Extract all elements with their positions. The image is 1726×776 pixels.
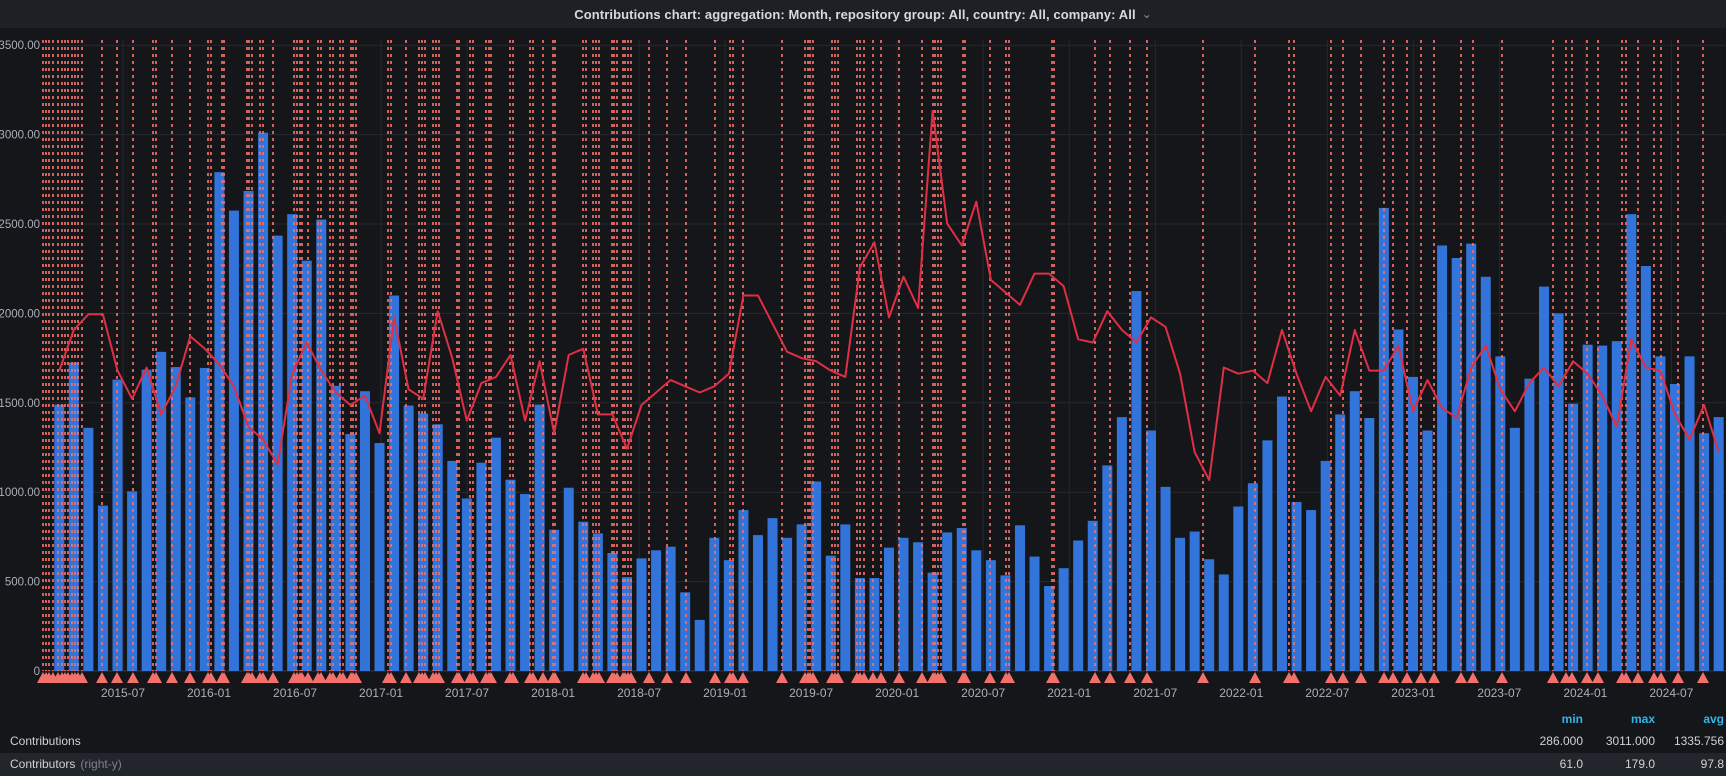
svg-text:2021-07: 2021-07 [1133, 686, 1177, 700]
panel-title: Contributions chart: aggregation: Month,… [574, 6, 1136, 22]
legend-header-min[interactable]: min [1561, 712, 1583, 726]
svg-text:1500.00: 1500.00 [0, 398, 40, 410]
legend-header-max[interactable]: max [1630, 712, 1655, 726]
legend-row-contributors[interactable]: Contributors (right-y) 61.0 179.0 97.8 [0, 753, 1726, 776]
svg-text:3000.00: 3000.00 [0, 130, 40, 142]
svg-text:2015-07: 2015-07 [101, 686, 145, 700]
contributions-chart[interactable]: 3500.00 3000.00 2500.00 2000.00 1500.00 1000.… [0, 0, 1726, 710]
svg-text:2016-07: 2016-07 [273, 686, 317, 700]
legend-max-value: 3011.000 [1605, 734, 1655, 748]
svg-text:500.00: 500.00 [5, 577, 40, 589]
svg-text:2022-07: 2022-07 [1305, 686, 1349, 700]
svg-text:2021-01: 2021-01 [1047, 686, 1091, 700]
x-axis-labels: 2015-07 2016-01 2016-07 2017-01 2017-07 2018-… [101, 686, 1694, 700]
svg-text:2018-01: 2018-01 [531, 686, 575, 700]
legend-row-contributions[interactable]: Contributions 286.000 3011.000 1335.756 [0, 730, 1726, 753]
legend-header-row: min max avg [0, 708, 1726, 730]
svg-text:2023-07: 2023-07 [1477, 686, 1521, 700]
svg-text:2020-01: 2020-01 [875, 686, 919, 700]
svg-text:2017-01: 2017-01 [359, 686, 403, 700]
svg-text:2022-01: 2022-01 [1219, 686, 1263, 700]
legend-min-value: 61.0 [1559, 757, 1583, 771]
legend-series-name: Contributors [10, 757, 76, 771]
svg-text:2024-07: 2024-07 [1649, 686, 1693, 700]
legend-series-label[interactable]: Contributors (right-y) [10, 753, 122, 776]
y-axis-labels: 3500.00 3000.00 2500.00 2000.00 1500.00 1000.… [0, 40, 40, 678]
svg-text:2016-01: 2016-01 [187, 686, 231, 700]
svg-text:2019-01: 2019-01 [703, 686, 747, 700]
svg-text:2017-07: 2017-07 [445, 686, 489, 700]
legend-header-avg[interactable]: avg [1703, 712, 1724, 726]
chevron-down-icon[interactable]: ⌄ [1141, 7, 1152, 21]
contributors-line [58, 109, 1720, 482]
legend-avg-value: 97.8 [1700, 757, 1724, 771]
svg-text:2024-01: 2024-01 [1563, 686, 1607, 700]
legend-avg-value: 1335.756 [1673, 734, 1724, 748]
legend-series-label[interactable]: Contributions [10, 734, 81, 748]
panel-header[interactable]: Contributions chart: aggregation: Month,… [0, 0, 1726, 28]
svg-text:2023-01: 2023-01 [1391, 686, 1435, 700]
svg-text:3500.00: 3500.00 [0, 40, 40, 52]
svg-text:2019-07: 2019-07 [789, 686, 833, 700]
svg-text:2020-07: 2020-07 [961, 686, 1005, 700]
svg-text:0: 0 [34, 666, 40, 678]
svg-text:2000.00: 2000.00 [0, 308, 40, 320]
svg-text:2500.00: 2500.00 [0, 219, 40, 231]
legend-axis-suffix: (right-y) [80, 757, 122, 771]
legend-max-value: 179.0 [1624, 757, 1655, 771]
annotation-lines [42, 40, 1704, 671]
svg-text:2018-07: 2018-07 [617, 686, 661, 700]
contributions-bars [54, 132, 1724, 672]
legend-min-value: 286.000 [1539, 734, 1583, 748]
annotation-triangle-markers [37, 672, 1709, 683]
svg-text:1000.00: 1000.00 [0, 487, 40, 499]
